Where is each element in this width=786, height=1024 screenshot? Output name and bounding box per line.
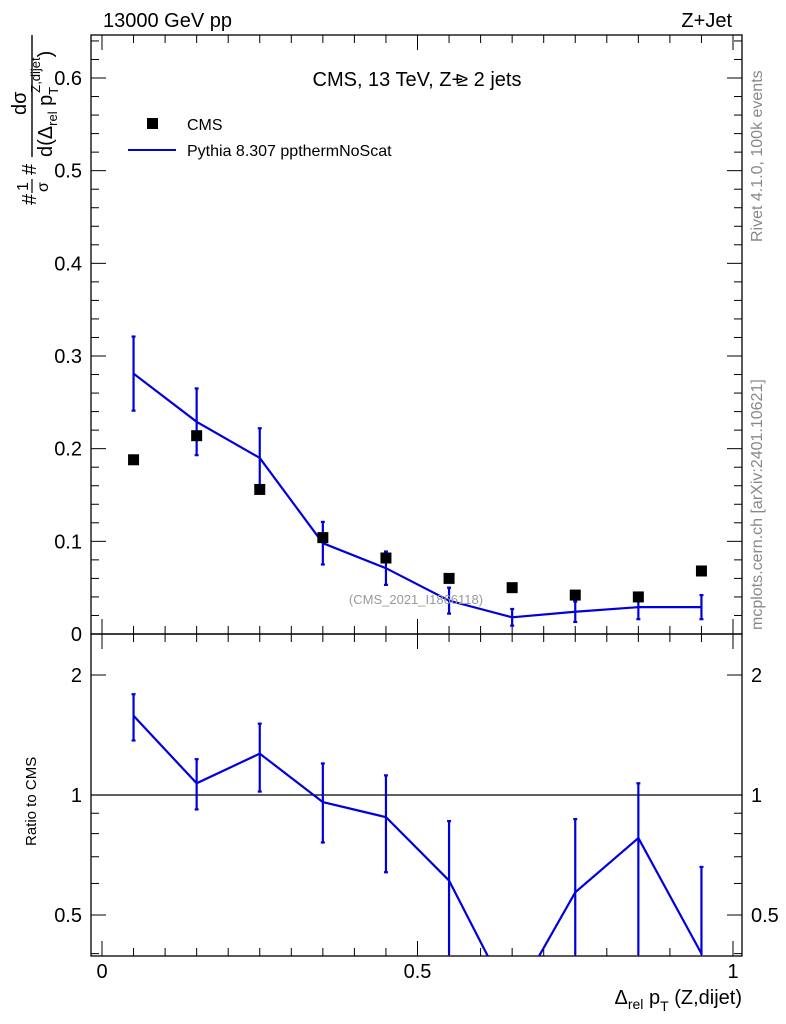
main-y-tick-label: 0.1 [54, 531, 82, 553]
cms-data-point [569, 589, 581, 601]
x-tick-label: 0.5 [404, 961, 432, 983]
cms-data-point [191, 430, 203, 442]
ratio-y-tick-label: 2 [71, 665, 82, 687]
x-tick-label: 1 [727, 961, 738, 983]
y-label-one: 1 [15, 182, 32, 191]
main-y-tick-label: 0.4 [54, 253, 82, 275]
y-label-hash-1: # [19, 193, 41, 205]
mc-error-bars [131, 335, 704, 627]
x-label-p: p [643, 987, 660, 1009]
ratio-y-tick-label-right: 0.5 [751, 905, 779, 927]
x-tick-labels: 0 0.5 1 [96, 961, 738, 983]
cms-data-point [506, 582, 518, 594]
cms-data-point [254, 483, 266, 495]
main-y-axis-label: # 1 σ # dσ d(Δrel pTZ,dijet) [9, 35, 61, 205]
y-label-numerator: dσ [9, 91, 31, 115]
mc-line [132, 372, 702, 619]
y-label-den-rel: rel [45, 111, 60, 126]
header-left: 13000 GeV pp [103, 10, 232, 32]
plot-title: CMS, 13 TeV, Z+≥ 2 jets [313, 69, 522, 91]
x-label-rel: rel [628, 996, 644, 1012]
plot-title-main: CMS, 13 TeV, Z+ [313, 69, 464, 91]
ratio-error-bar [194, 758, 199, 811]
ratio-error-bars [131, 693, 704, 955]
ratio-error-bar [257, 722, 262, 793]
mc-error-bar [447, 586, 452, 615]
main-y-tick-label: 0.2 [54, 439, 82, 461]
y-label-denominator: d(Δrel pTZ,dijet) [28, 51, 61, 157]
ratio-series-line [132, 715, 703, 956]
x-axis-label: Δrel pT (Z,dijet) [614, 987, 742, 1014]
x-tick-label: 0 [96, 961, 107, 983]
main-y-tick-label: 0.5 [54, 161, 82, 183]
ratio-y-tick-label: 1 [71, 785, 82, 807]
cms-data-point [317, 532, 329, 544]
y-label-den-T: T [46, 87, 61, 95]
y-label-hash-2: # [19, 163, 41, 175]
ratio-error-bar [699, 865, 704, 955]
x-label-rest: (Z,dijet) [669, 987, 742, 1009]
plot-title-ge: ≥ [457, 69, 468, 91]
mcplots-label: mcplots.cern.ch [arXiv:2401.10621] [749, 379, 766, 630]
legend-cms-label: CMS [187, 117, 223, 134]
mc-series-line [132, 372, 702, 619]
y-label-den-sup: Z,dijet [28, 57, 43, 93]
x-label-delta: Δ [614, 987, 627, 1009]
cms-data-point [632, 591, 644, 603]
cms-data-point [443, 572, 455, 584]
cms-data-point [128, 454, 140, 466]
main-y-tick-labels: 0.6 0.5 0.4 0.3 0.2 0.1 0 [54, 68, 82, 646]
mc-error-bar [194, 387, 199, 457]
rivet-label: Rivet 4.1.0, 100k events [749, 70, 766, 242]
ratio-error-bar [320, 762, 325, 844]
legend: CMS Pythia 8.307 ppthermNoScat [128, 117, 392, 160]
y-label-den-post: ) [35, 51, 57, 58]
y-label-den-p: p [35, 95, 57, 112]
main-ticks [91, 35, 742, 635]
y-label-den-pre: d(Δ [35, 126, 57, 157]
mc-error-bar [510, 607, 515, 627]
ratio-y-tick-label: 0.5 [54, 905, 82, 927]
analysis-watermark: (CMS_2021_I1866118) [349, 592, 483, 607]
ratio-y-tick-labels: 2 2 1 1 0.5 0.5 [54, 665, 779, 927]
main-y-tick-label: 0.6 [54, 68, 82, 90]
main-y-tick-label: 0 [71, 624, 82, 646]
ratio-y-tick-label-right: 2 [751, 665, 762, 687]
mc-error-bar [573, 600, 578, 624]
legend-cms-marker [147, 118, 158, 129]
plot-title-rest: 2 jets [468, 69, 521, 91]
header-right: Z+Jet [681, 10, 732, 32]
mc-error-bar [699, 593, 704, 621]
legend-mc-label: Pythia 8.307 ppthermNoScat [187, 143, 392, 160]
ratio-error-bar [447, 820, 452, 955]
ratio-error-bar [131, 693, 136, 742]
ratio-ticks [91, 634, 742, 956]
cms-data-point [695, 565, 707, 577]
ratio-y-label: Ratio to CMS [23, 757, 40, 846]
ratio-error-bar [573, 818, 578, 955]
ratio-y-tick-label-right: 1 [751, 785, 762, 807]
main-y-tick-label: 0.3 [54, 346, 82, 368]
x-label-T: T [660, 998, 669, 1014]
mc-error-bar [320, 520, 325, 566]
y-label-sigma: σ [35, 182, 52, 192]
ratio-error-bar [636, 782, 641, 955]
ratio-line [132, 715, 703, 956]
mc-error-bar [131, 335, 136, 412]
cms-data-point [380, 552, 392, 564]
cms-data-points [128, 430, 707, 603]
ratio-error-bar [383, 774, 388, 874]
